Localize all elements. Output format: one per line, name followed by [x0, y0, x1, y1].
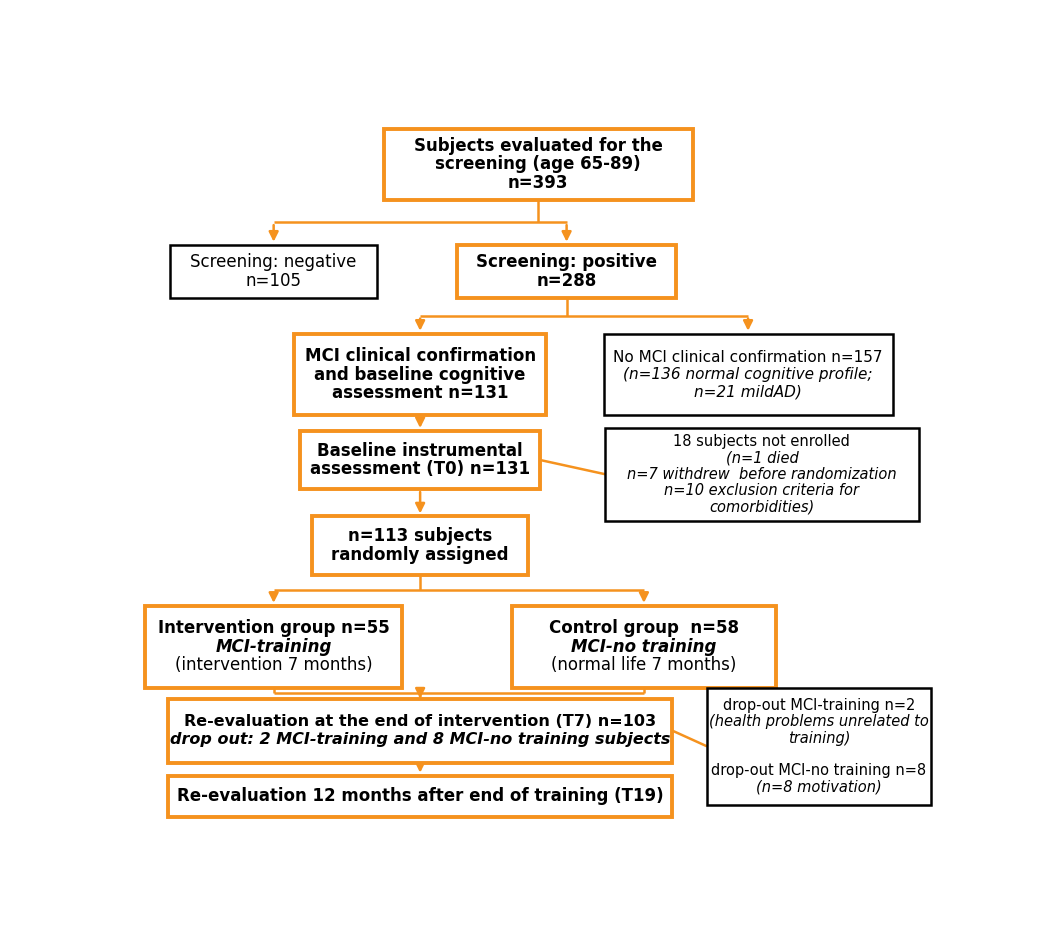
FancyBboxPatch shape: [457, 244, 676, 298]
Text: assessment n=131: assessment n=131: [332, 384, 508, 402]
Text: Control group  n=58: Control group n=58: [549, 619, 739, 637]
Text: Screening: positive: Screening: positive: [476, 253, 657, 271]
FancyBboxPatch shape: [605, 428, 919, 521]
Text: (intervention 7 months): (intervention 7 months): [175, 656, 373, 674]
Text: n=393: n=393: [508, 174, 568, 192]
Text: Re-evaluation at the end of intervention (T7) n=103: Re-evaluation at the end of intervention…: [184, 714, 656, 729]
Text: n=113 subjects: n=113 subjects: [348, 527, 492, 545]
Text: (n=8 motivation): (n=8 motivation): [756, 780, 882, 795]
FancyBboxPatch shape: [707, 687, 930, 805]
Text: training): training): [788, 731, 850, 746]
Text: Re-evaluation 12 months after end of training (T19): Re-evaluation 12 months after end of tra…: [176, 787, 664, 805]
Text: drop out: 2 MCI-training and 8 MCI-no training subjects: drop out: 2 MCI-training and 8 MCI-no tr…: [170, 732, 670, 747]
FancyBboxPatch shape: [294, 334, 546, 415]
Text: No MCI clinical confirmation n=157: No MCI clinical confirmation n=157: [613, 350, 883, 365]
Text: (n=1 died: (n=1 died: [726, 450, 798, 465]
Text: MCI-training: MCI-training: [215, 637, 332, 656]
Text: drop-out MCI-no training n=8: drop-out MCI-no training n=8: [711, 763, 926, 778]
Text: MCI-no training: MCI-no training: [571, 637, 716, 656]
Text: n=288: n=288: [537, 272, 596, 290]
Text: (health problems unrelated to: (health problems unrelated to: [709, 714, 929, 730]
Text: 18 subjects not enrolled: 18 subjects not enrolled: [673, 434, 851, 450]
Text: randomly assigned: randomly assigned: [332, 546, 509, 563]
Text: n=105: n=105: [246, 272, 301, 290]
FancyBboxPatch shape: [511, 606, 776, 687]
Text: Intervention group n=55: Intervention group n=55: [158, 619, 390, 637]
FancyBboxPatch shape: [300, 431, 540, 489]
FancyBboxPatch shape: [168, 775, 672, 817]
Text: Subjects evaluated for the: Subjects evaluated for the: [414, 137, 663, 154]
Text: drop-out MCI-training n=2: drop-out MCI-training n=2: [722, 698, 915, 713]
FancyBboxPatch shape: [312, 516, 528, 574]
Text: (normal life 7 months): (normal life 7 months): [551, 656, 737, 674]
FancyBboxPatch shape: [146, 606, 402, 687]
Text: screening (age 65-89): screening (age 65-89): [436, 155, 640, 173]
Text: assessment (T0) n=131: assessment (T0) n=131: [310, 461, 530, 478]
Text: Baseline instrumental: Baseline instrumental: [317, 442, 523, 460]
FancyBboxPatch shape: [170, 244, 377, 298]
Text: MCI clinical confirmation: MCI clinical confirmation: [304, 347, 536, 365]
Text: n=7 withdrew  before randomization: n=7 withdrew before randomization: [627, 467, 897, 482]
Text: n=10 exclusion criteria for: n=10 exclusion criteria for: [665, 483, 859, 498]
Text: n=21 mildAD): n=21 mildAD): [694, 384, 802, 399]
Text: (n=136 normal cognitive profile;: (n=136 normal cognitive profile;: [624, 367, 873, 382]
Text: Screening: negative: Screening: negative: [190, 253, 357, 271]
FancyBboxPatch shape: [383, 129, 693, 200]
FancyBboxPatch shape: [604, 334, 892, 415]
Text: comorbidities): comorbidities): [710, 500, 815, 514]
Text: and baseline cognitive: and baseline cognitive: [314, 365, 526, 384]
FancyBboxPatch shape: [168, 698, 672, 763]
